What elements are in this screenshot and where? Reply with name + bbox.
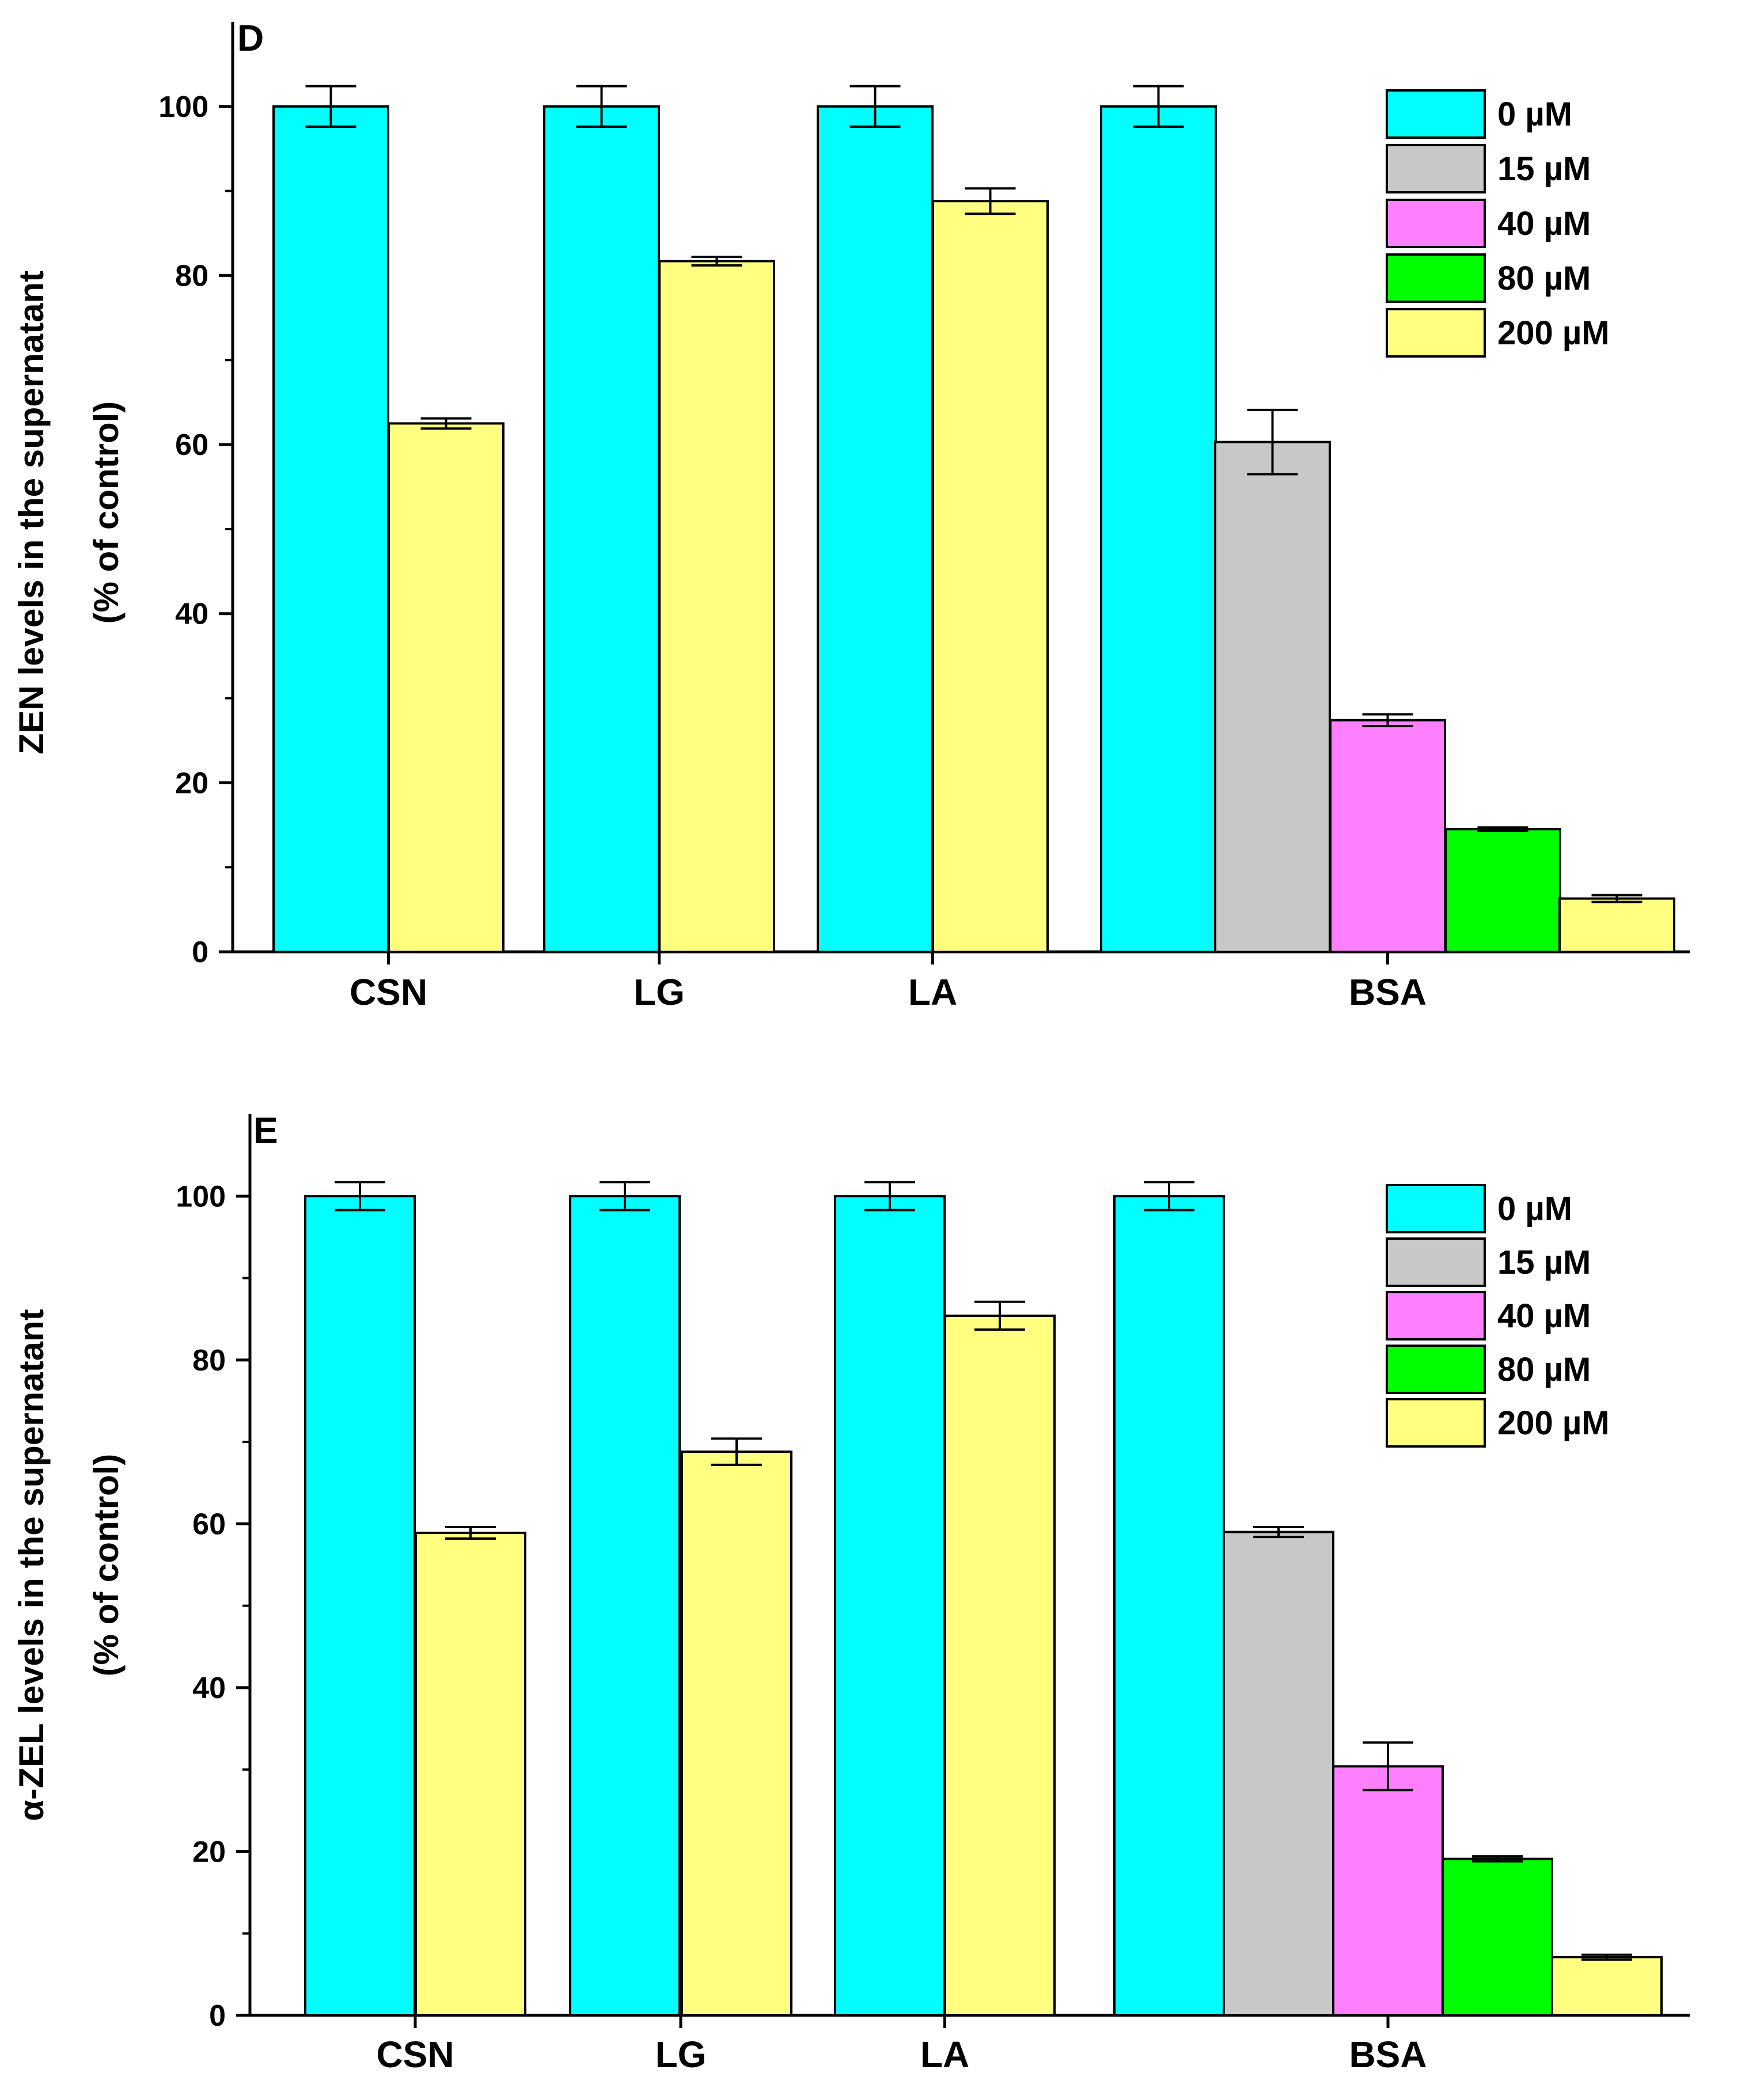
bar xyxy=(1329,719,1446,953)
y-axis-label: α-ZEL levels in the supernatant xyxy=(12,1309,51,1821)
bar xyxy=(1113,1195,1225,2017)
x-category-label: CSN xyxy=(350,971,427,1013)
legend-label: 40 µM xyxy=(1497,205,1591,242)
x-category-label: LA xyxy=(920,2034,969,2075)
panel-e: 0 20 40 60 80 100 α-ZEL levels in the supernat… xyxy=(12,1110,1690,2075)
y-tick-label: 60 xyxy=(192,1507,226,1541)
bar xyxy=(658,260,775,953)
legend-label: 40 µM xyxy=(1497,1297,1591,1335)
bar xyxy=(388,422,505,953)
panel-label: D xyxy=(237,17,264,59)
legend-label: 200 µM xyxy=(1497,314,1610,352)
legend-label: 0 µM xyxy=(1497,1190,1572,1228)
legend-swatch xyxy=(1386,89,1486,139)
bar xyxy=(1223,1531,1334,2017)
bar xyxy=(1442,1858,1553,2017)
bar xyxy=(1558,897,1675,953)
bar xyxy=(569,1195,681,2017)
legend-label: 0 µM xyxy=(1497,96,1572,133)
legend-swatch xyxy=(1386,1345,1486,1394)
legend-swatch xyxy=(1386,144,1486,193)
y-tick-label: 100 xyxy=(176,1180,226,1213)
bar xyxy=(272,105,389,953)
x-category-label: LA xyxy=(908,971,957,1013)
legend-swatch xyxy=(1386,1184,1486,1233)
bar xyxy=(415,1532,526,2017)
bar xyxy=(1214,440,1331,953)
y-tick-label: 80 xyxy=(175,259,208,293)
bar xyxy=(1100,105,1217,953)
y-tick-label: 0 xyxy=(192,936,208,969)
legend-swatch xyxy=(1386,308,1486,358)
y-tick-label: 100 xyxy=(158,90,208,124)
y-axis-label: ZEN levels in the supernatant xyxy=(12,271,51,754)
bar xyxy=(834,1195,946,2017)
legend-label: 80 µM xyxy=(1497,1351,1591,1388)
y-tick-label: 40 xyxy=(175,598,208,631)
legend-label: 15 µM xyxy=(1497,1244,1591,1281)
bar xyxy=(543,105,660,953)
y-tick-label: 40 xyxy=(192,1672,226,1705)
bar xyxy=(932,200,1049,954)
bar xyxy=(817,105,934,953)
panel-d: 0 20 40 60 80 100 ZEN levels in the supernatan… xyxy=(12,17,1690,1013)
y-axis-label: (% of control) xyxy=(87,1454,126,1677)
legend-label: 200 µM xyxy=(1497,1404,1610,1442)
bar xyxy=(681,1450,792,2017)
x-category-label: LG xyxy=(655,2034,707,2075)
bar xyxy=(304,1195,416,2017)
legend-label: 15 µM xyxy=(1497,150,1591,188)
legend-swatch xyxy=(1386,1398,1486,1448)
bar xyxy=(1551,1955,1663,2017)
legend-swatch xyxy=(1386,253,1486,303)
x-category-label: LG xyxy=(634,971,685,1013)
bar xyxy=(1332,1765,1444,2017)
bar xyxy=(1444,828,1561,954)
bar xyxy=(944,1314,1056,2017)
y-tick-label: 20 xyxy=(175,766,208,800)
legend-swatch xyxy=(1386,1237,1486,1287)
y-tick-label: 0 xyxy=(209,1999,226,2033)
legend-swatch xyxy=(1386,199,1486,248)
x-category-label: CSN xyxy=(376,2034,454,2075)
y-tick-label: 80 xyxy=(192,1344,226,1377)
y-tick-label: 20 xyxy=(192,1835,226,1869)
legend-swatch xyxy=(1386,1291,1486,1340)
panel-label: E xyxy=(253,1110,278,1151)
y-tick-label: 60 xyxy=(175,428,208,462)
y-axis-label: (% of control) xyxy=(87,401,126,624)
x-category-label: BSA xyxy=(1349,971,1427,1013)
legend-label: 80 µM xyxy=(1497,260,1591,297)
x-category-label: BSA xyxy=(1349,2034,1427,2075)
